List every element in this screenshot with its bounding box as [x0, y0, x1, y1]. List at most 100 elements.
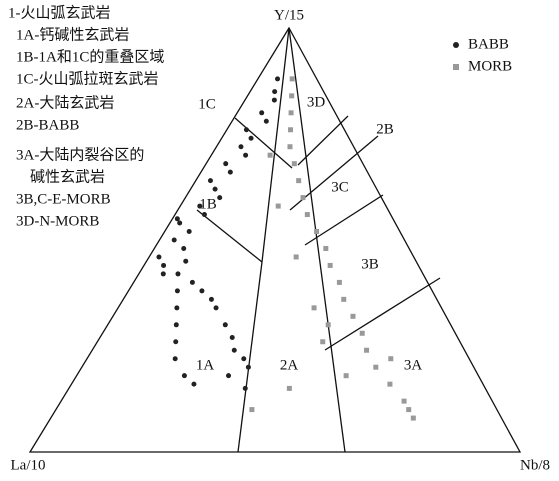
point: [288, 110, 294, 116]
point: [293, 254, 299, 260]
region-label: 3A: [404, 357, 423, 373]
note: 1A-钙碱性玄武岩: [16, 26, 129, 43]
boundary: [304, 194, 384, 246]
point: [289, 76, 295, 82]
point: [320, 339, 326, 345]
legend-marker: [453, 64, 459, 70]
point: [197, 203, 203, 209]
note: 1-火山弧玄武岩: [8, 4, 111, 21]
point: [300, 195, 306, 201]
triangle: [28, 26, 522, 453]
point: [327, 262, 333, 268]
point: [271, 97, 277, 103]
point: [272, 89, 278, 95]
point: [242, 385, 248, 391]
point: [296, 178, 302, 184]
point: [174, 288, 180, 294]
point: [287, 144, 293, 150]
point: [156, 254, 162, 260]
vertex-label: Nb/8: [520, 457, 550, 473]
point: [401, 398, 407, 404]
point: [387, 381, 393, 387]
region-label: 3B: [361, 256, 379, 272]
point: [222, 322, 228, 328]
point: [304, 212, 310, 218]
point: [207, 178, 213, 184]
region-labels: 1C 3D 2B 3C 1B 3B 1A 2A 3A: [196, 94, 423, 373]
legend-label: MORB: [468, 58, 512, 74]
point: [341, 296, 347, 302]
notes: 1-火山弧玄武岩 1A-钙碱性玄武岩 1B-1A和1C的重叠区域 1C-火山弧拉斑玄武…: [8, 4, 164, 229]
point: [229, 335, 235, 341]
point: [223, 161, 229, 167]
point: [201, 212, 207, 218]
legend-label: BABB: [468, 36, 509, 52]
point: [174, 305, 180, 311]
boundary: [237, 261, 263, 453]
point: [323, 245, 329, 251]
point: [174, 216, 180, 222]
point: [267, 152, 273, 158]
point: [311, 305, 317, 311]
boundary: [324, 277, 441, 351]
boundary: [297, 115, 349, 166]
point: [388, 356, 394, 362]
point: [359, 330, 365, 336]
point: [173, 339, 179, 345]
point: [213, 305, 219, 311]
point: [177, 220, 183, 226]
note: 2B-BABB: [16, 117, 79, 133]
point: [199, 288, 205, 294]
point: [186, 229, 192, 235]
region-label: 2A: [280, 357, 299, 373]
point: [171, 237, 177, 243]
point: [231, 347, 237, 353]
point: [275, 203, 281, 209]
frame: [28, 26, 522, 453]
point: [314, 229, 320, 235]
point: [325, 322, 331, 328]
point: [350, 313, 356, 319]
point: [245, 364, 251, 370]
point: [241, 356, 247, 362]
legend: BABB MORB: [453, 36, 512, 74]
note: 2A-大陆玄武岩: [16, 94, 114, 111]
vertex-label: La/10: [11, 457, 46, 473]
point: [183, 258, 189, 264]
note: 碱性玄武岩: [30, 168, 105, 185]
point: [275, 76, 281, 82]
point: [238, 144, 244, 150]
point: [249, 407, 255, 413]
note: 3A-大陆内裂谷区的: [16, 146, 144, 163]
point: [286, 385, 292, 391]
point: [336, 279, 342, 285]
note: 3B,C-E-MORB: [16, 191, 111, 207]
region-label: 1A: [196, 357, 215, 373]
point: [227, 169, 233, 175]
point: [191, 381, 197, 387]
boundary: [234, 117, 293, 169]
point: [172, 356, 178, 362]
point: [226, 373, 232, 379]
legend-marker: [453, 42, 459, 48]
point: [181, 245, 187, 251]
note: 1C-火山弧拉斑玄武岩: [16, 70, 159, 87]
point: [289, 93, 295, 99]
point: [263, 118, 269, 124]
vertex-label: Y/15: [274, 7, 304, 23]
point: [217, 195, 223, 201]
point: [406, 407, 412, 413]
point: [343, 373, 349, 379]
point: [373, 364, 379, 370]
region-label: 3C: [331, 179, 349, 195]
point: [259, 110, 265, 116]
point: [212, 186, 218, 192]
region-label: 3D: [307, 94, 326, 110]
region-label: 1C: [198, 96, 216, 112]
point: [160, 271, 166, 277]
note: 1B-1A和1C的重叠区域: [16, 48, 164, 65]
point: [410, 415, 416, 421]
point: [248, 135, 254, 141]
point: [208, 296, 214, 302]
